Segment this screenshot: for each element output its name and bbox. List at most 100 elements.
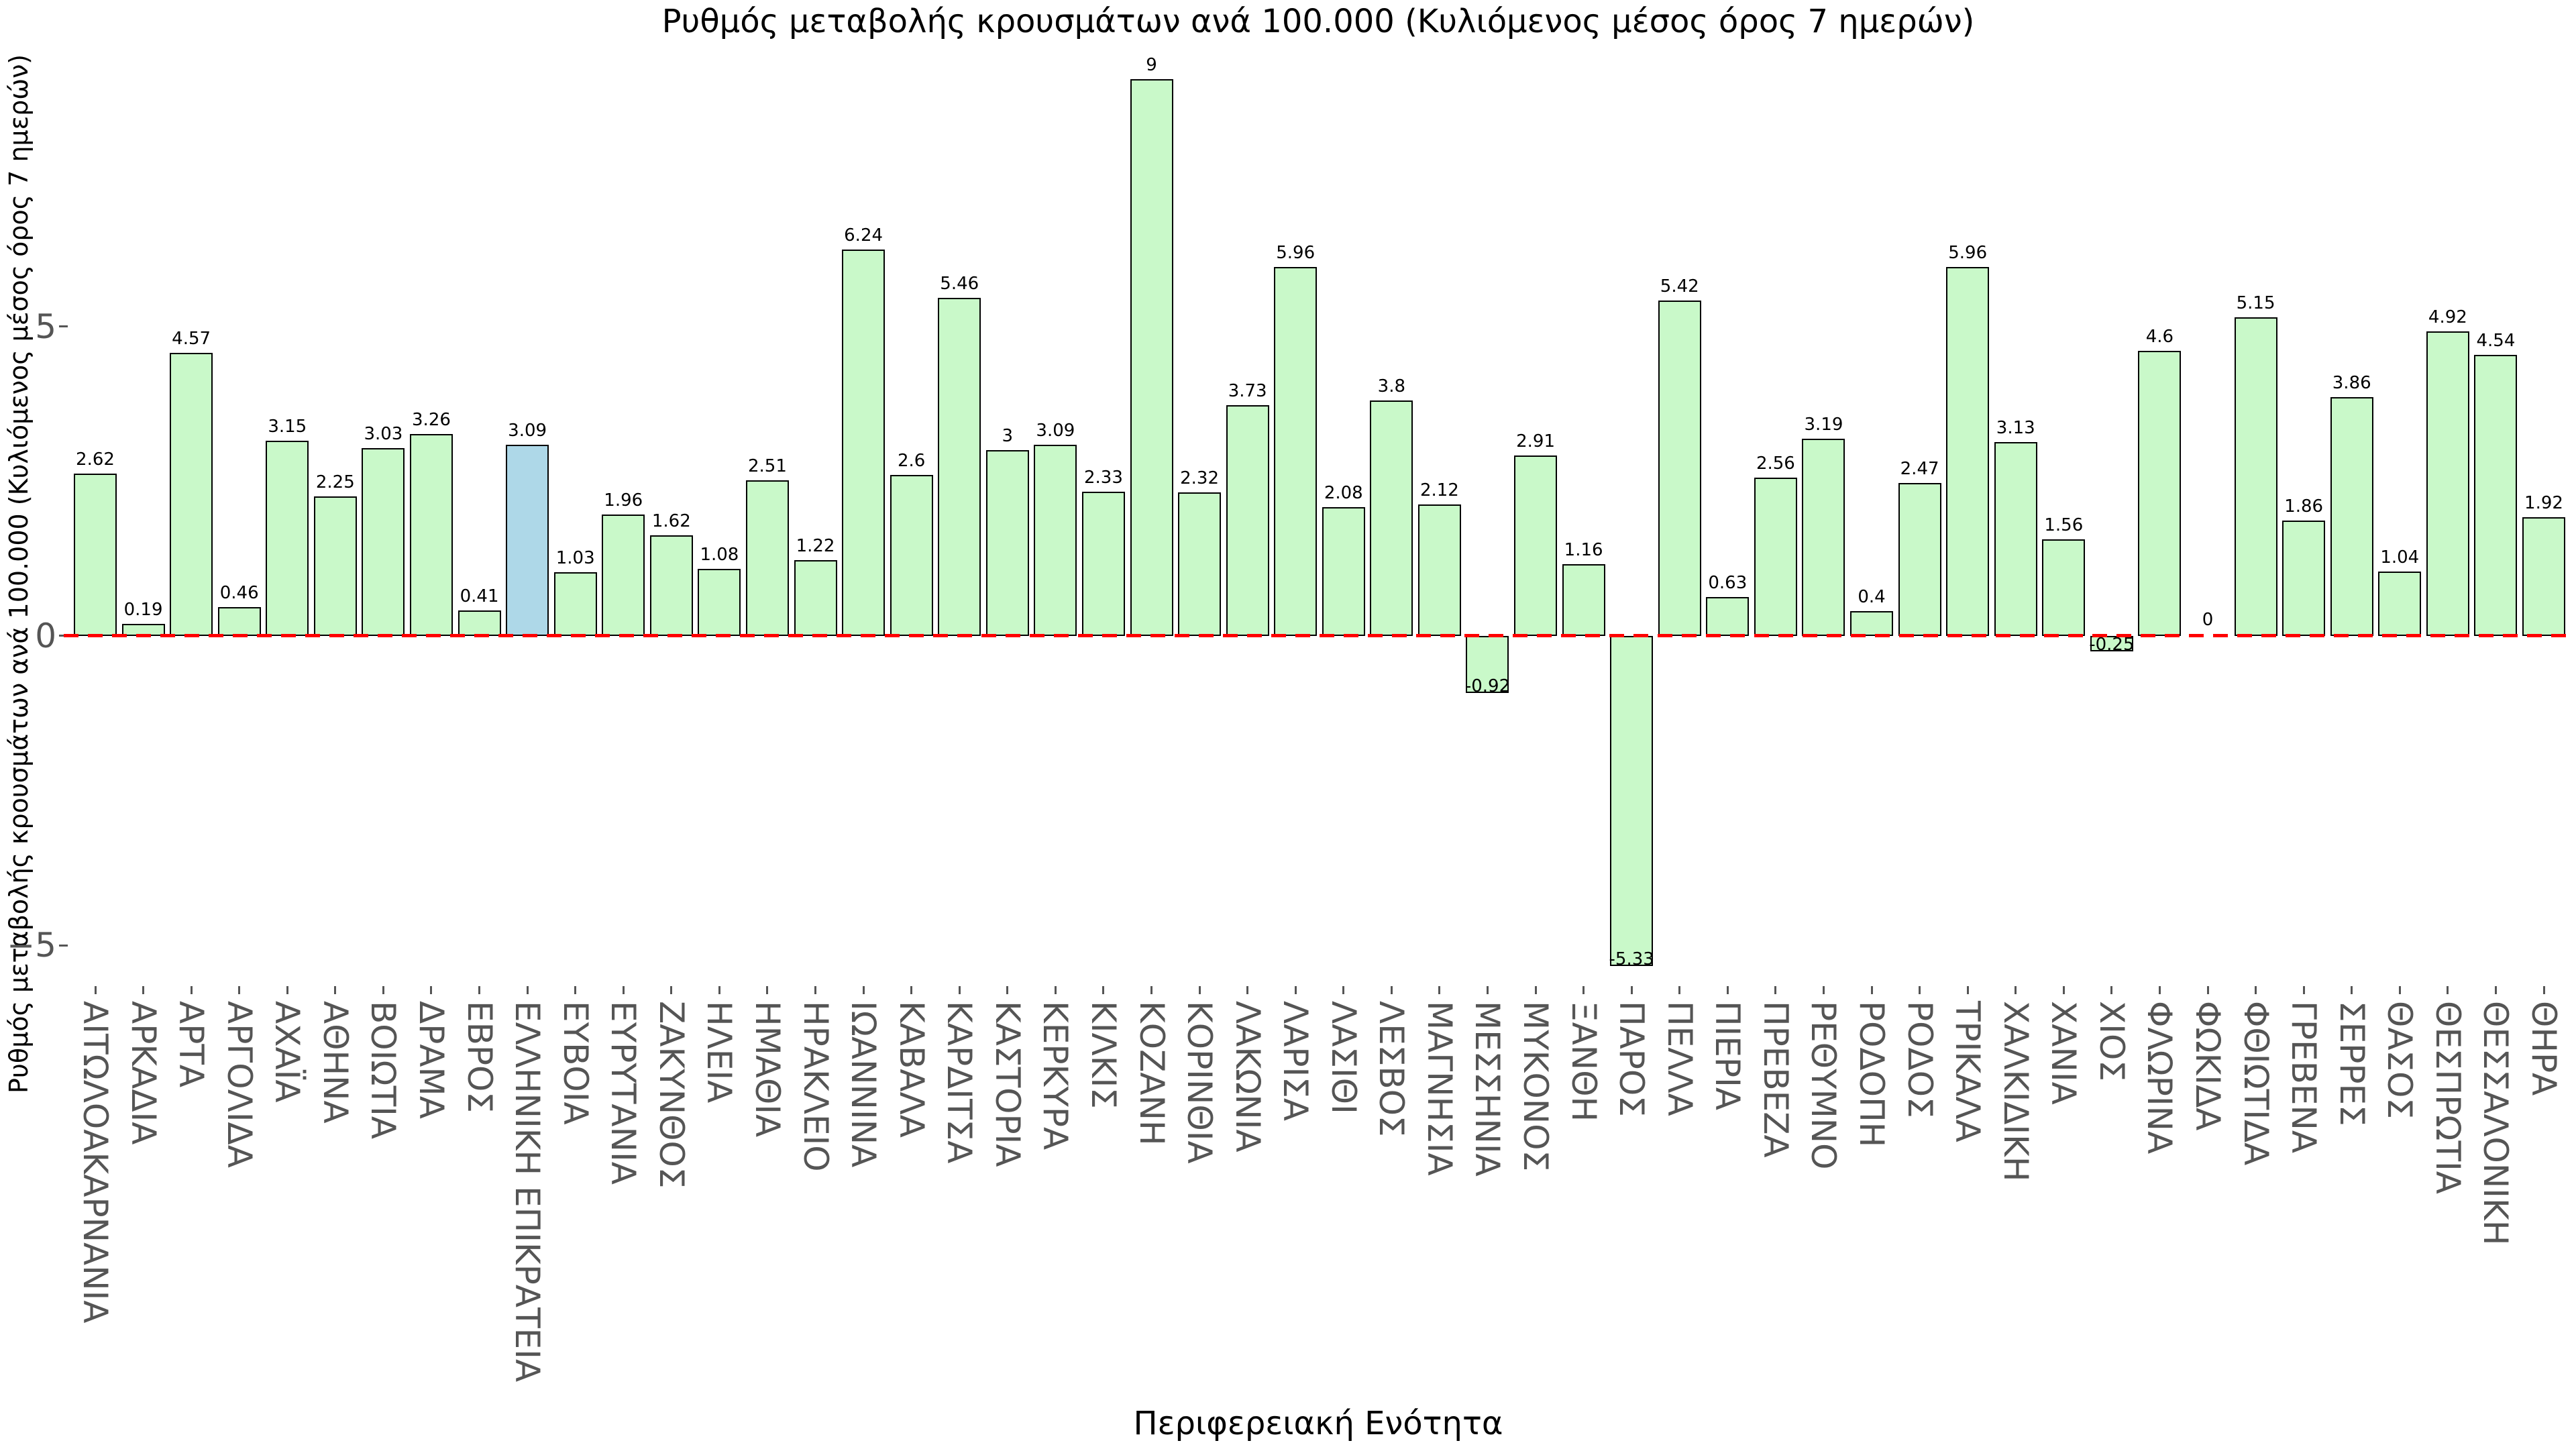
x-tick-mark <box>622 986 625 994</box>
x-tick-mark <box>1486 986 1489 994</box>
zero-dashed-line <box>64 634 2575 638</box>
x-tick-mark <box>1774 986 1777 994</box>
x-tick-label: ΚΟΡΙΝΘΙΑ <box>1180 1001 1220 1164</box>
bar-value-label: 5.15 <box>2236 292 2275 313</box>
x-tick-mark <box>382 986 384 994</box>
x-tick-label: ΗΜΑΘΙΑ <box>747 1001 787 1138</box>
bar-value-label: -5.33 <box>1609 949 1654 969</box>
bar <box>1274 266 1318 636</box>
bar <box>2138 351 2182 636</box>
bar-value-label: 1.62 <box>651 511 691 532</box>
bar-value-label: 3.8 <box>1377 376 1406 397</box>
bar-value-label: 4.92 <box>2428 307 2467 327</box>
x-tick-label: ΠΕΛΛΑ <box>1660 1001 1699 1116</box>
x-tick-label: ΜΕΣΣΗΝΙΑ <box>1468 1001 1507 1177</box>
bar-value-label: 0 <box>2202 609 2214 630</box>
bar <box>362 448 405 636</box>
bar <box>745 480 789 636</box>
bar <box>1562 564 1605 636</box>
x-tick-label: ΛΑΡΙΣΑ <box>1276 1001 1316 1122</box>
x-tick-label: ΔΡΑΜΑ <box>411 1001 451 1119</box>
bar-value-label: 1.86 <box>2284 496 2324 517</box>
x-tick-label: ΣΕΡΡΕΣ <box>2332 1001 2371 1126</box>
bar-value-label: 0.46 <box>219 583 259 604</box>
x-tick-label: ΗΡΑΚΛΕΙΟ <box>796 1001 835 1172</box>
bar <box>1706 596 1750 636</box>
x-tick-label: ΘΗΡΑ <box>2524 1001 2563 1096</box>
x-tick-label: ΑΙΤΩΛΟΑΚΑΡΝΑΝΙΑ <box>76 1001 115 1324</box>
bar <box>1178 492 1222 636</box>
x-tick-mark <box>1534 986 1537 994</box>
bar-value-label: 1.56 <box>2044 515 2084 535</box>
bar <box>938 298 981 636</box>
x-tick-label: ΚΑΒΑΛΑ <box>892 1001 931 1138</box>
x-tick-mark <box>574 986 577 994</box>
x-tick-mark <box>1919 986 1921 994</box>
bar <box>1226 405 1269 636</box>
bar <box>794 560 837 636</box>
bar <box>553 572 597 636</box>
y-tick-mark <box>59 635 68 637</box>
bar <box>1850 610 1894 636</box>
bar-value-label: 1.96 <box>604 490 643 511</box>
x-tick-mark <box>142 986 145 994</box>
x-tick-mark <box>2110 986 2113 994</box>
bar <box>1322 506 1365 636</box>
x-tick-mark <box>478 986 481 994</box>
x-tick-label: ΕΥΡΥΤΑΝΙΑ <box>604 1001 643 1185</box>
x-tick-label: ΕΒΡΟΣ <box>460 1001 499 1113</box>
bar <box>1417 504 1461 636</box>
x-tick-label: ΚΟΖΑΝΗ <box>1132 1001 1171 1146</box>
bar <box>2330 396 2373 636</box>
bar <box>2042 539 2086 636</box>
bar <box>266 441 309 636</box>
bar-value-label: 1.08 <box>700 545 739 566</box>
x-tick-mark <box>1150 986 1152 994</box>
x-tick-label: ΘΕΣΣΑΛΟΝΙΚΗ <box>2476 1001 2516 1246</box>
x-tick-mark <box>1198 986 1201 994</box>
bar <box>2282 521 2326 636</box>
bar-value-label: 3.73 <box>1228 380 1267 401</box>
bar-value-label: 3.86 <box>2332 372 2371 393</box>
bar <box>890 474 933 636</box>
bar-value-label: 5.42 <box>1660 276 1699 297</box>
bar-value-label: 1.22 <box>796 536 835 557</box>
bar <box>698 569 741 636</box>
x-tick-mark <box>2542 986 2545 994</box>
x-tick-mark <box>190 986 193 994</box>
x-tick-label: ΑΡΓΟΛΙΔΑ <box>219 1001 259 1168</box>
x-tick-mark <box>1006 986 1009 994</box>
x-tick-mark <box>1342 986 1345 994</box>
bar <box>1946 266 1990 636</box>
bar <box>1898 482 1941 636</box>
bar-value-label: 2.6 <box>897 450 926 471</box>
x-tick-label: ΚΙΛΚΙΣ <box>1083 1001 1123 1109</box>
x-tick-label: ΘΑΣΟΣ <box>2380 1001 2420 1120</box>
bar <box>1610 635 1654 966</box>
bar <box>458 610 501 636</box>
bar-value-label: 4.6 <box>2145 327 2174 347</box>
y-tick-mark <box>59 944 68 947</box>
x-tick-mark <box>1870 986 1873 994</box>
bar <box>1802 438 1845 636</box>
bar <box>506 444 549 636</box>
x-tick-mark <box>2302 986 2305 994</box>
x-tick-label: ΠΑΡΟΣ <box>1612 1001 1652 1117</box>
x-tick-mark <box>1822 986 1825 994</box>
bar <box>1994 442 2037 636</box>
x-tick-label: ΠΡΕΒΕΖΑ <box>1756 1001 1795 1158</box>
x-tick-mark <box>2158 986 2161 994</box>
bar <box>1370 400 1413 636</box>
x-tick-mark <box>1438 986 1441 994</box>
bar <box>985 450 1029 636</box>
x-tick-mark <box>958 986 961 994</box>
x-tick-label: ΓΡΕΒΕΝΑ <box>2284 1001 2324 1154</box>
bar-value-label: 2.08 <box>1324 482 1363 503</box>
x-tick-mark <box>2015 986 2017 994</box>
bar <box>170 353 213 636</box>
x-tick-label: ΘΕΣΠΡΩΤΙΑ <box>2428 1001 2467 1194</box>
x-tick-label: ΛΕΣΒΟΣ <box>1372 1001 1411 1137</box>
x-tick-mark <box>1726 986 1729 994</box>
bar-value-label: 3 <box>1002 426 1014 447</box>
x-tick-mark <box>286 986 288 994</box>
